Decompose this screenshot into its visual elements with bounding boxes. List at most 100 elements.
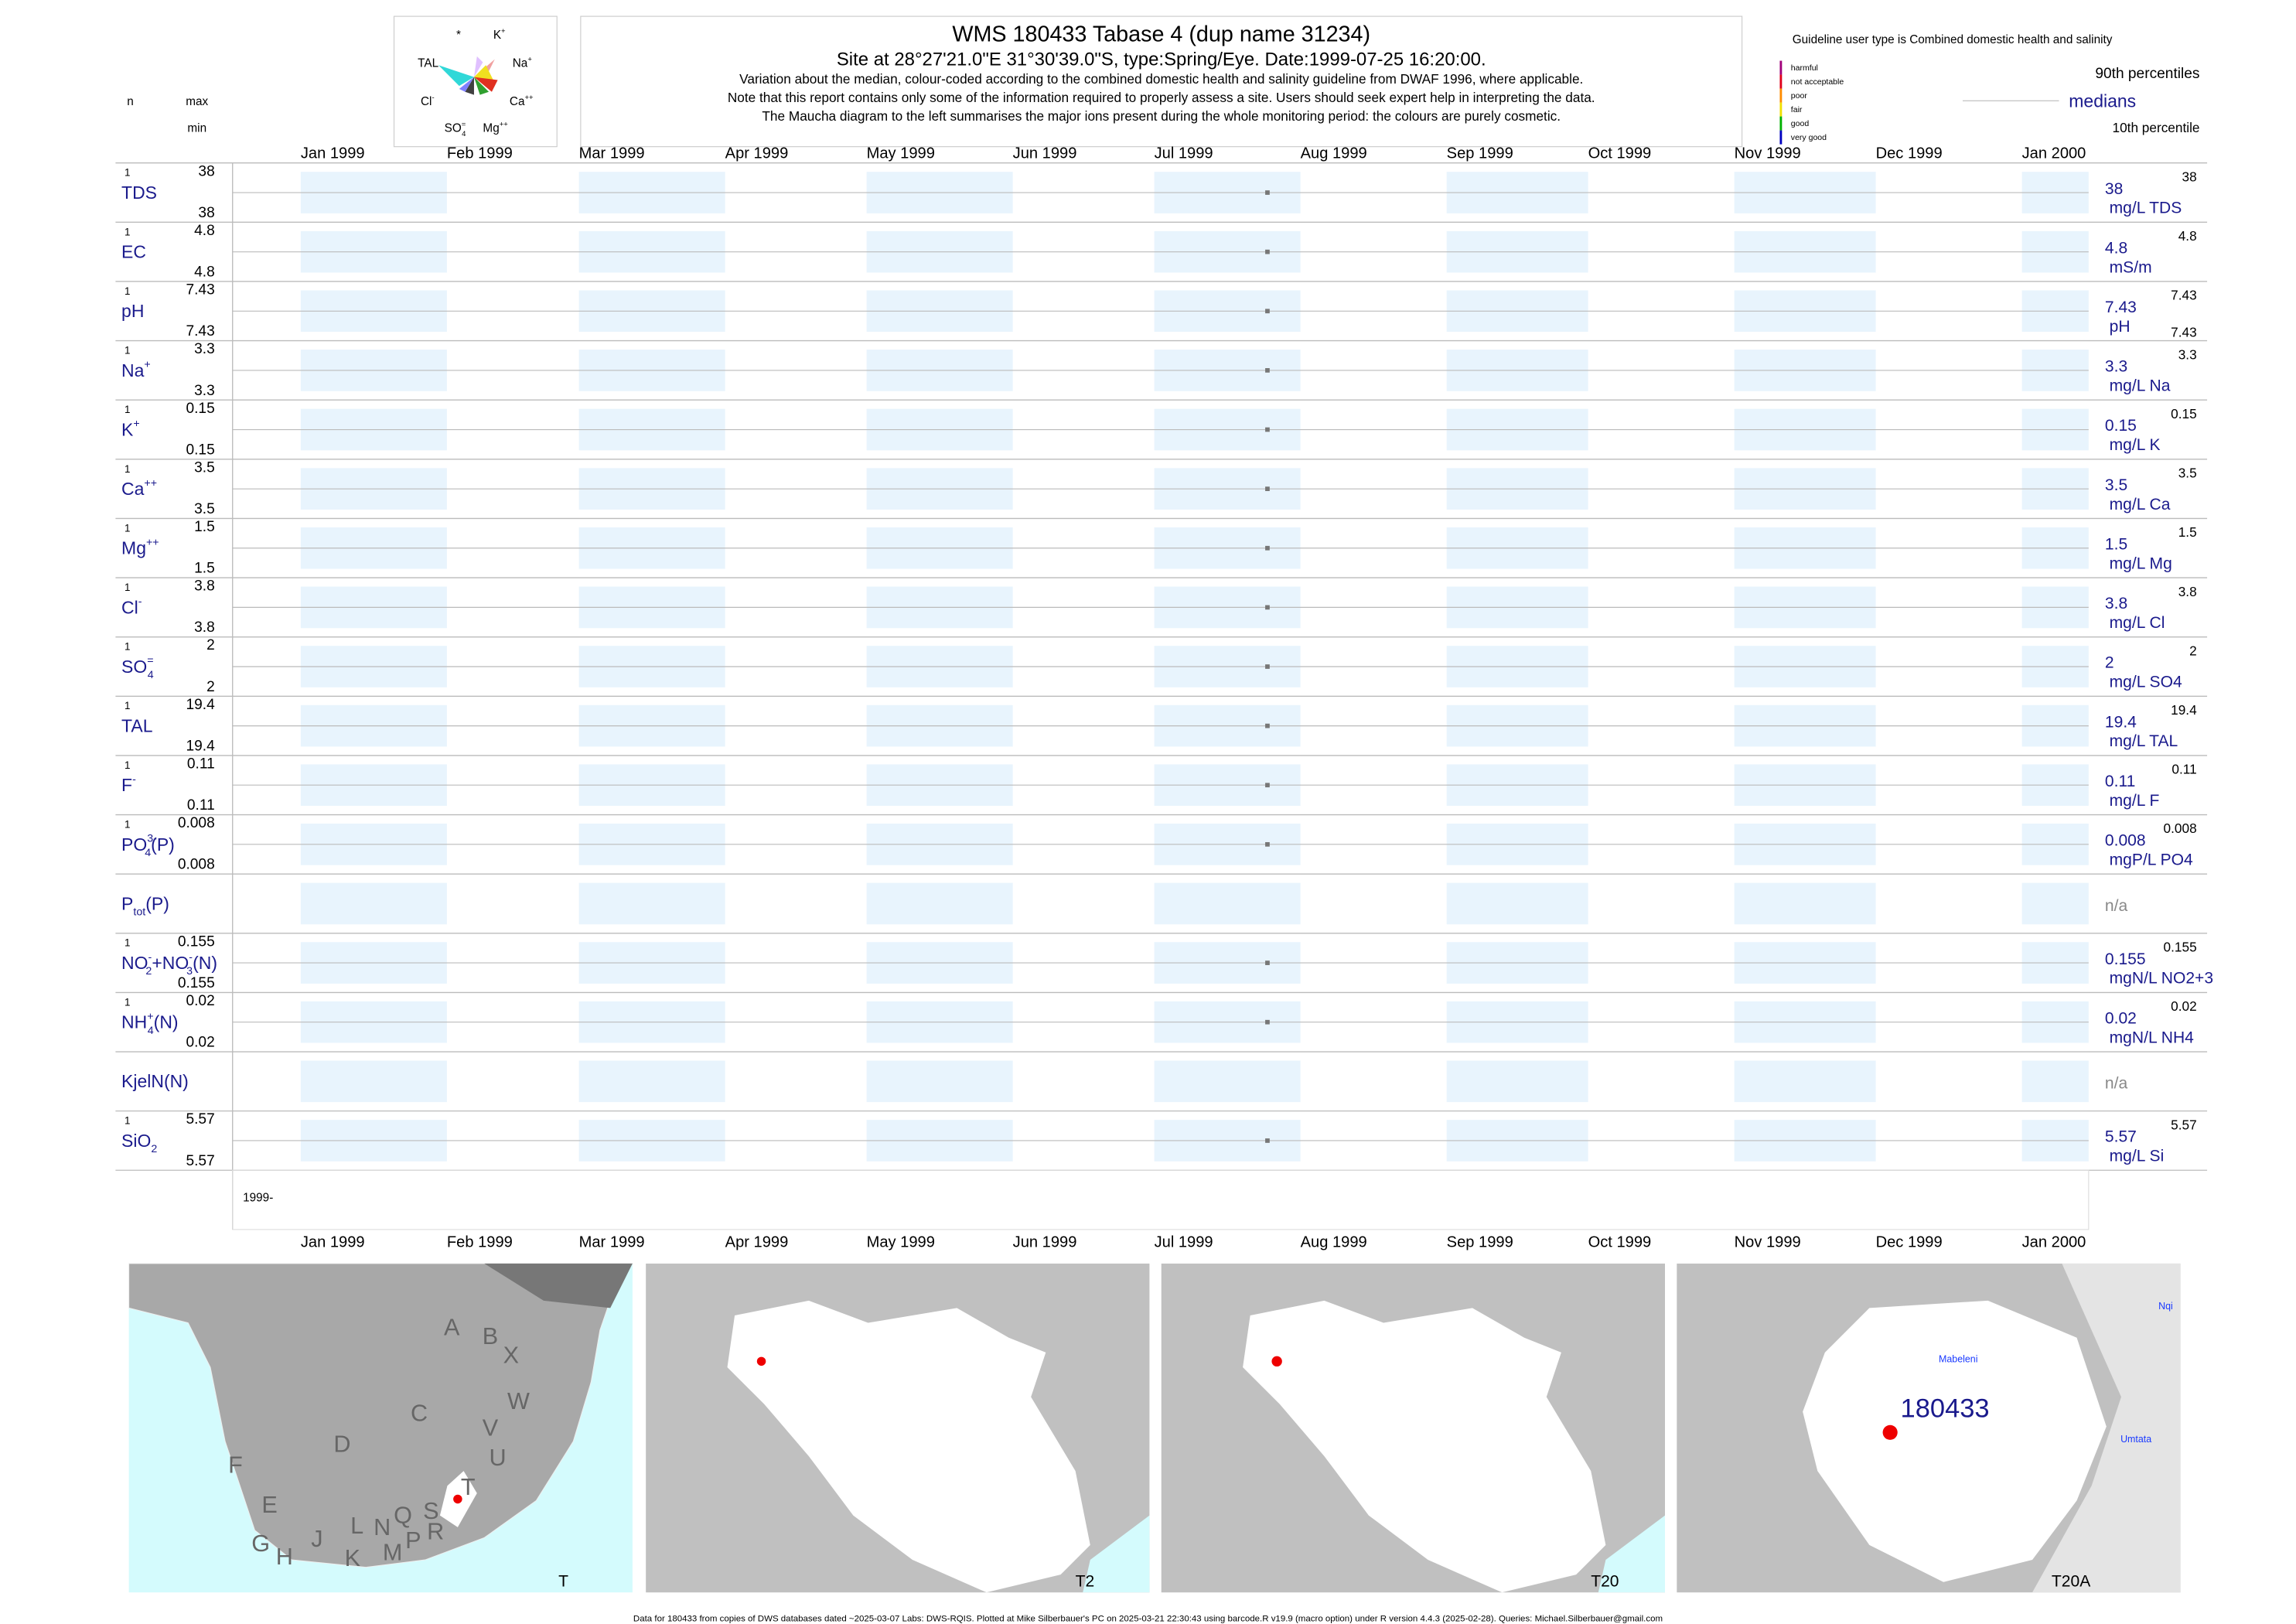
legend-swatch [1779,60,1783,75]
row-na: n/a [2105,897,2128,915]
row-unit: mg/L SO4 [2110,674,2182,691]
map-site: 180433 [1901,1394,1990,1424]
date: 1999-07-25 16:20:00. [1309,49,1486,70]
map-shape [128,1263,634,1568]
label-part: SO [121,657,147,677]
row-label: SO= 4 [121,654,154,681]
map-letter: P [405,1527,421,1554]
row-min: 2 [206,679,215,695]
label-part: + [144,358,150,370]
label-part: (N) [193,953,217,973]
sample-point [1265,1019,1270,1025]
row-max: 0.15 [186,401,214,417]
sample-point [1265,783,1270,788]
map-letter: S [423,1498,438,1524]
col-min: min [187,122,206,135]
row-label: Ca++ [121,477,157,500]
map-letter: K [345,1545,361,1571]
map-letter: A [444,1314,460,1340]
month-label-top: Jan 2000 [2022,145,2086,162]
month-band [1154,1060,1301,1103]
label-part: (P) [151,834,175,855]
row-min: 1.5 [194,561,215,577]
row-min: 19.4 [186,738,215,754]
label-part: 4 [145,847,151,859]
footer: Data for 180433 from copies of DWS datab… [633,1615,1663,1624]
month-label-top: Aug 1999 [1301,145,1367,162]
month-label-bottom: Feb 1999 [447,1233,513,1250]
label-part: 3- [147,832,157,844]
month-label-bottom: Sep 1999 [1447,1233,1513,1250]
legend-title: Guideline user type is Combined domestic… [1793,33,2113,46]
label-part: ++ [525,94,534,102]
month-label-bottom: Mar 1999 [579,1233,645,1250]
row-n: 1 [125,818,130,830]
maucha-box [393,15,558,148]
row-unit: mgN/L NO2+3 [2110,970,2213,988]
map-letter: B [483,1323,498,1349]
row-label: KjelN(N) [121,1071,189,1091]
row-label: SiO2 [121,1131,157,1155]
label-part: Mg [121,538,146,558]
col-n: n [127,95,134,108]
label-part: Ca [121,479,145,499]
legend-swatch [1779,102,1783,117]
label-part: + [501,26,506,35]
map-place: Umtata [2120,1434,2151,1445]
month-label-top: Dec 1999 [1876,145,1943,162]
row-unit: mg/L F [2110,792,2160,810]
month-band [2021,882,2089,925]
map-shape [1598,1515,1666,1593]
site-info: Site at 28°27'21.0"E 31°30'39.0"S, type:… [837,49,1486,70]
row-median: 7.43 [2105,299,2137,316]
map-letter: V [483,1415,499,1441]
row-median: 2 [2105,654,2114,672]
label-part: 2 [151,1143,157,1155]
maucha-label: Na+ [513,55,533,70]
map-letter: G [251,1530,270,1557]
row-na: n/a [2105,1075,2128,1093]
row-label: Na+ [121,358,151,380]
map-shape [1243,1300,1606,1593]
map-letter: T [461,1474,476,1500]
legend-swatch [1779,116,1783,131]
map-label: T [558,1572,568,1590]
sample-point [1265,190,1270,195]
label-part: 4 [462,129,466,138]
period: 1999- [243,1192,273,1205]
sample-point [1265,841,1270,847]
row-median: 38 [2105,180,2123,198]
label-part: - [432,94,434,102]
sample-point [1265,1138,1270,1143]
maucha-label: SO= 4 [445,120,466,138]
title-box [580,15,1743,148]
row-n: 1 [125,167,130,179]
legend-class: good [1791,119,1810,128]
row-min: 0.02 [186,1035,214,1051]
row-label: Mg++ [121,536,159,558]
row-unit: mS/m [2110,258,2152,276]
maucha-label: Cl- [421,94,435,109]
right-max: 0.02 [2171,998,2197,1014]
month-label-top: Feb 1999 [447,145,513,162]
month-label-bottom: Dec 1999 [1876,1233,1943,1250]
label-part: KjelN(N) [121,1071,189,1091]
month-band [2021,1060,2089,1103]
sample-point [1265,309,1270,314]
month-label-bottom: Jan 2000 [2022,1233,2086,1250]
right-max: 3.8 [2178,584,2197,599]
label-part: + [133,418,139,430]
legend-class: very good [1791,133,1827,142]
label-part: TAL [121,716,153,736]
right-max: 1.5 [2178,524,2197,540]
month-band [1446,1060,1588,1103]
month-label-top: Apr 1999 [725,145,789,162]
map-letter: Q [394,1503,412,1529]
label-part: ++ [500,120,509,128]
row-max: 4.8 [194,223,215,239]
row-median: 5.57 [2105,1128,2137,1146]
label-part: * [456,29,461,42]
month-label-bottom: Oct 1999 [1588,1233,1652,1250]
row-max: 2 [206,637,215,653]
